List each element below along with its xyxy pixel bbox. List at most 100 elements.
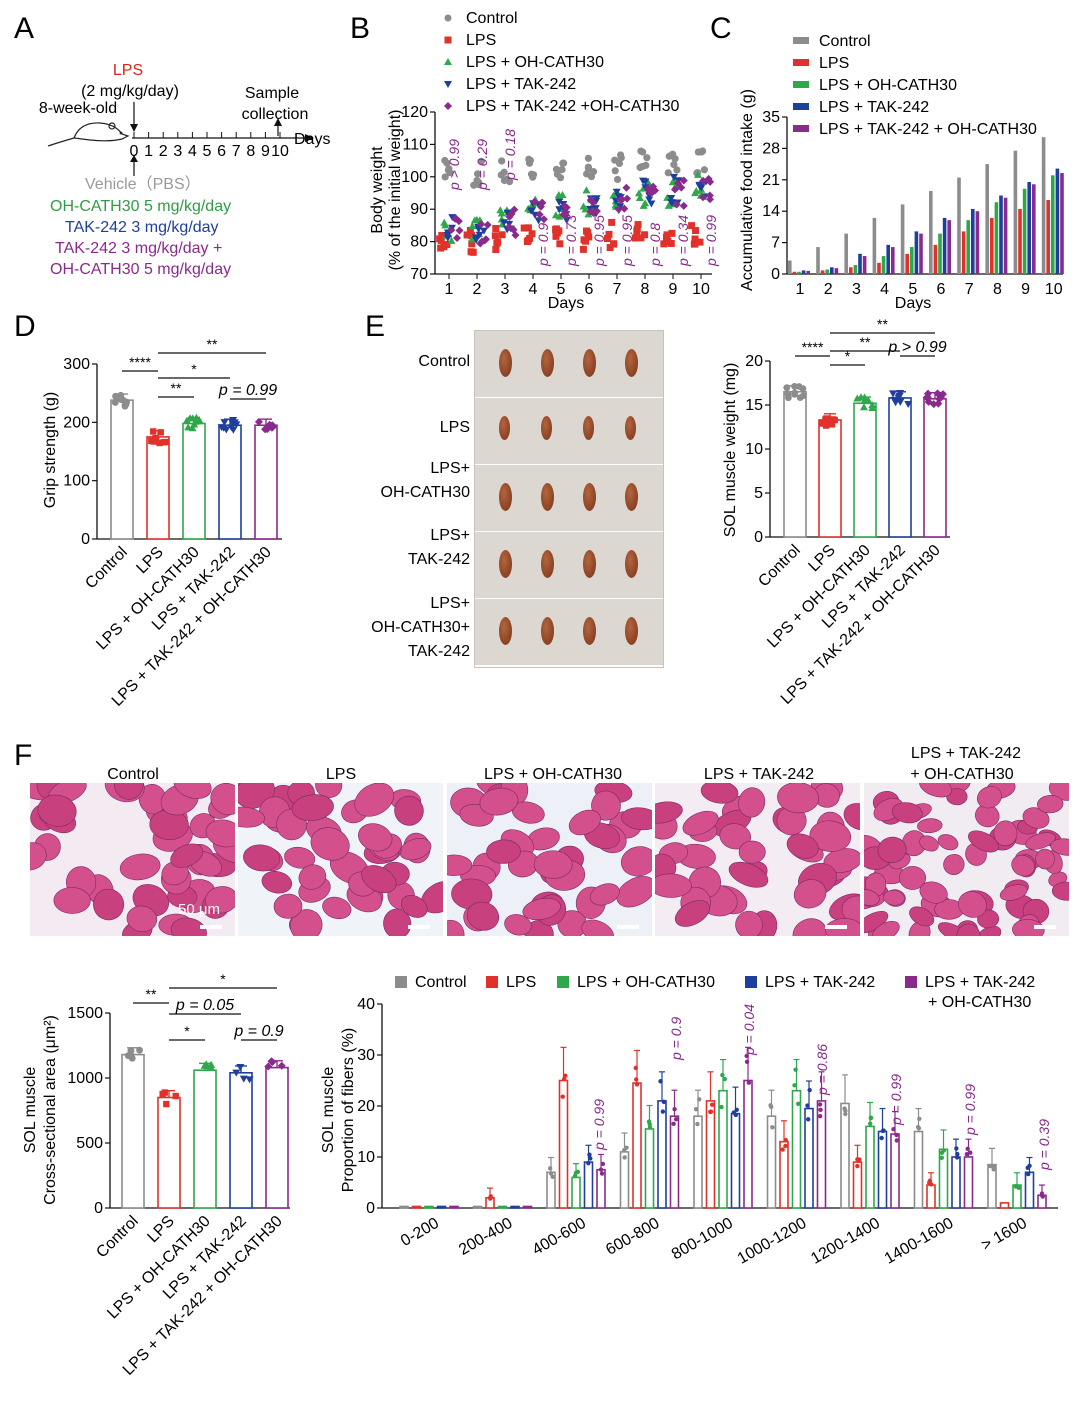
c-bar: [877, 262, 881, 274]
b-point-lps: [610, 240, 618, 248]
e-dot: [791, 390, 798, 398]
b-point-lps: [579, 245, 587, 253]
muscle-fiber: [30, 842, 47, 871]
f-hist-dot: [954, 1155, 960, 1160]
f-hist-dot: [1039, 1191, 1045, 1196]
histology-title: LPS: [326, 766, 356, 783]
c-ytick-label: 21: [762, 172, 780, 189]
b-point-control: [446, 169, 454, 177]
e-ytick-label: 20: [745, 353, 763, 370]
d-bar: [110, 399, 134, 540]
b-point-control: [642, 161, 650, 169]
f-hist-dot: [817, 1114, 823, 1119]
d-dot: [261, 425, 270, 434]
c-bar: [1013, 150, 1018, 274]
b-point-control: [617, 154, 625, 162]
c-bar: [801, 270, 806, 274]
f-hist-dot: [697, 1097, 702, 1102]
b-point-control: [500, 168, 508, 176]
f-csa-dot: [161, 1089, 168, 1096]
b-point-control: [670, 161, 678, 169]
f-hist-dot: [770, 1125, 775, 1130]
c-bar: [942, 217, 947, 274]
f-csa-bar: [157, 1096, 181, 1209]
e-dot: [828, 421, 836, 428]
muscle-sample: [541, 550, 554, 578]
f-hist-dot: [955, 1151, 960, 1157]
b-point-lps: [633, 225, 641, 233]
d-bar: [146, 436, 170, 540]
e-dot: [888, 390, 897, 398]
muscle-fiber: [210, 783, 235, 816]
b-point-combo: [455, 226, 464, 235]
b-point-combo: [451, 214, 460, 223]
c-bar: [816, 247, 820, 274]
c-bar: [1046, 199, 1050, 274]
f-hist-dot: [560, 1094, 565, 1099]
b-point-tak: [612, 188, 621, 196]
muscle-fiber: [170, 843, 204, 868]
f-csa-sig-label: p = 0.05: [175, 997, 234, 1014]
c-bar: [957, 177, 961, 274]
f-hist-dot: [744, 1053, 749, 1059]
f-hist-bar: [571, 1176, 581, 1209]
b-point-lps: [691, 235, 699, 243]
b-point-combo: [535, 210, 544, 219]
b-legend: Control LPS LPS + OH-CATH30 LPS + TAK-242 LP…: [444, 10, 680, 115]
muscle-fiber: [486, 839, 521, 864]
f-hist-ytick-label: 30: [357, 1047, 375, 1064]
b-ytick-label: 90: [410, 201, 428, 218]
timeline-tick-label: 2: [159, 143, 168, 160]
f-csa-ytick-label: 0: [94, 1200, 103, 1217]
b-point-lps: [437, 236, 445, 244]
muscle-fiber: [655, 801, 683, 824]
b-point-combo: [483, 220, 492, 229]
e-dot: [783, 384, 791, 392]
f-hist-bar: [522, 1205, 533, 1209]
e-dot: [822, 416, 829, 423]
b-point-oh: [467, 235, 476, 243]
c-bar: [961, 231, 966, 274]
c-legend-label: LPS: [819, 55, 849, 72]
b-point-combo: [559, 210, 568, 219]
b-point-tak: [479, 227, 488, 235]
b-point-oh: [584, 210, 593, 218]
timeline-ticks: 0 1 2 3 4 5 6 7 8 9 10: [130, 132, 289, 160]
b-point-combo: [679, 201, 688, 210]
muscle-fiber: [504, 914, 532, 936]
d-sig-label: **: [171, 380, 182, 396]
b-point-control: [474, 170, 482, 178]
mouse-icon: [47, 122, 130, 147]
f-hist-dot: [588, 1156, 593, 1161]
f-hist-bar: [693, 1115, 703, 1209]
muscle-sample: [625, 416, 636, 440]
muscle-fiber: [864, 889, 880, 906]
sample-label-1: Sample: [245, 85, 299, 102]
muscle-sample: [541, 416, 552, 440]
e-row-label: TAK-242: [408, 551, 470, 568]
f-hist-legend-label: LPS + TAK-242: [925, 974, 1035, 991]
timeline-tick-label: 7: [232, 143, 241, 160]
muscle-fiber: [400, 895, 428, 918]
e-dot: [924, 389, 933, 398]
muscle-fiber: [674, 900, 710, 927]
b-point-oh: [472, 215, 481, 223]
b-point-lps: [528, 230, 536, 238]
c-bar: [975, 211, 980, 274]
f-csa-sig-label: *: [220, 971, 226, 987]
f-hist-dot: [891, 1127, 896, 1132]
f-hist-bar: [865, 1125, 875, 1209]
e-dot: [818, 420, 825, 427]
b-point-lps: [585, 233, 593, 241]
panel-letter-d: D: [14, 310, 36, 343]
b-point-oh: [447, 236, 456, 244]
muscle-fiber: [919, 881, 948, 904]
b-point-combo: [677, 183, 686, 192]
muscle-fiber: [621, 807, 652, 831]
muscle-fiber: [682, 810, 719, 836]
muscle-fiber: [53, 887, 91, 914]
f-hist-xtick-label: 1400-1600: [882, 1215, 957, 1268]
muscle-sample: [625, 550, 638, 578]
histology-image: [655, 783, 860, 936]
muscle-fiber: [284, 846, 316, 869]
